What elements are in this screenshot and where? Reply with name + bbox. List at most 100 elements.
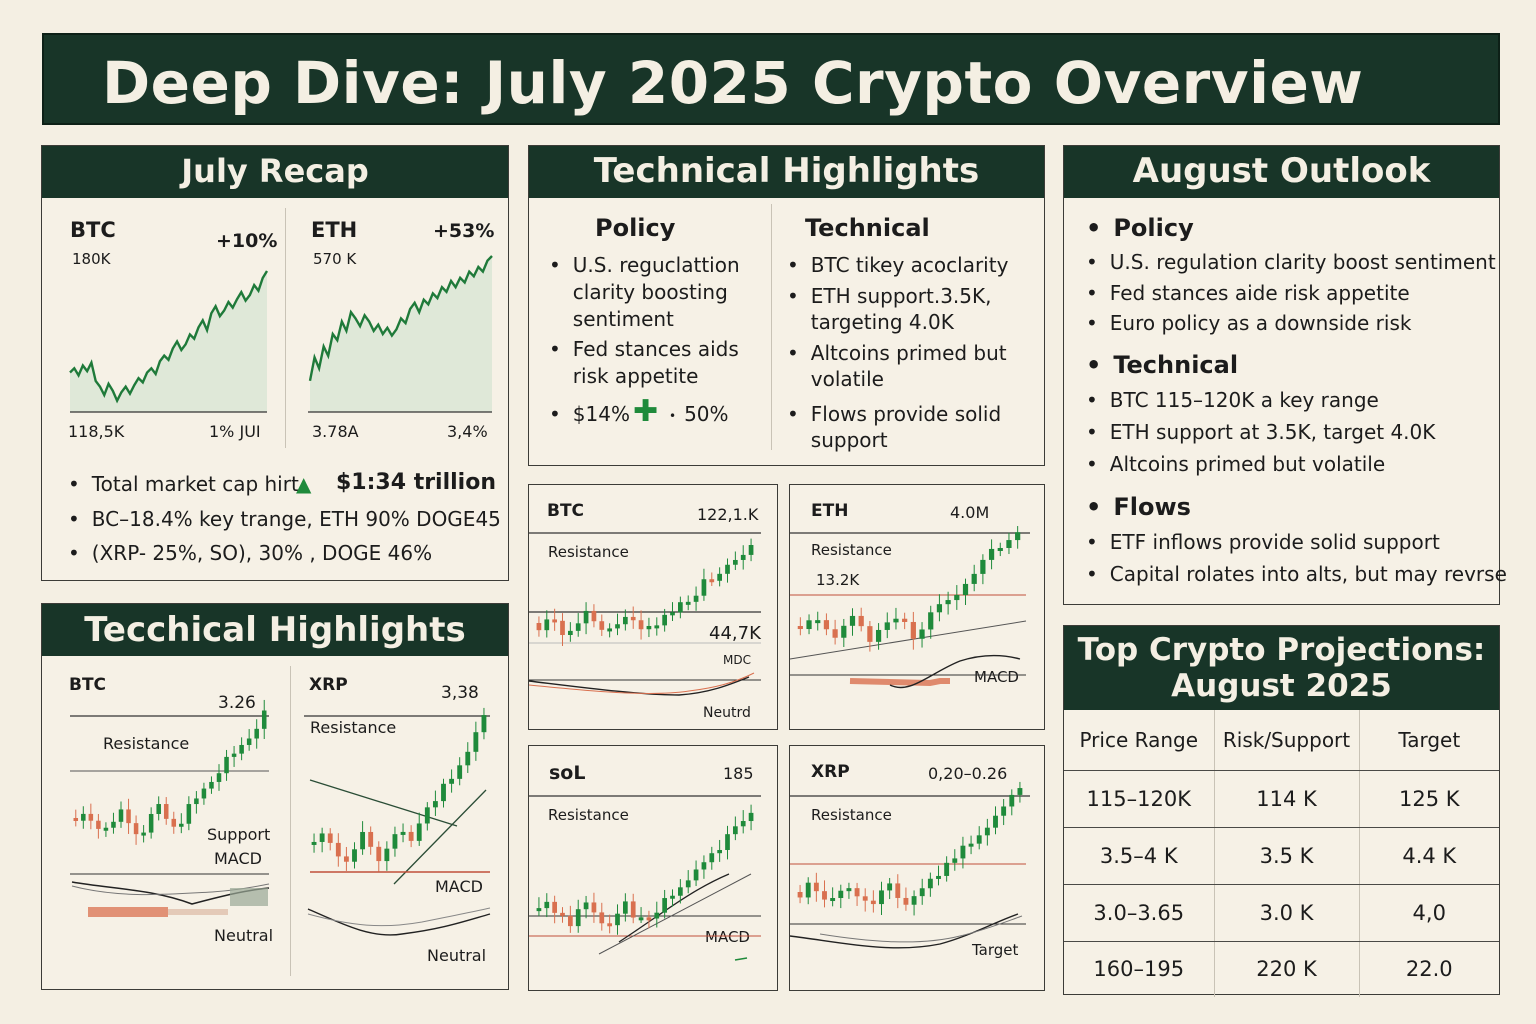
candle-down bbox=[133, 823, 139, 835]
cell: 220 K bbox=[1213, 941, 1359, 997]
recap-bullet-1-text: Total market cap hirt bbox=[91, 472, 299, 496]
candle-up bbox=[607, 628, 612, 632]
candle-up bbox=[962, 583, 969, 595]
tl-xrp-name: XRP bbox=[309, 675, 348, 695]
tl-xrp-resistance: Resistance bbox=[310, 718, 397, 737]
tl-btc-value: 3.26 bbox=[218, 693, 256, 713]
candle-down bbox=[599, 912, 605, 924]
candle-up bbox=[141, 832, 146, 836]
candle-up bbox=[954, 594, 960, 601]
candle-up bbox=[988, 548, 995, 560]
mini-chart-btc: BTC 122,1.K Resistance 44,7K MDC Neutrd bbox=[528, 484, 778, 730]
technical-item-1-text: BTC tikey acoclarity bbox=[810, 253, 1009, 277]
candle-up bbox=[81, 813, 86, 821]
candle-up bbox=[971, 573, 977, 584]
candle-up bbox=[980, 559, 986, 574]
aug-policy-3: Euro policy as a downside risk bbox=[1086, 311, 1412, 335]
divider bbox=[290, 666, 291, 976]
candle-up bbox=[1015, 532, 1021, 541]
mc-sol-plot bbox=[529, 795, 761, 961]
tech-left-title: Tecchical Highlights bbox=[84, 610, 466, 650]
btc-price-line bbox=[69, 270, 269, 404]
projections-title-1: Top Crypto Projections: bbox=[1077, 632, 1486, 668]
mc-btc-neutral: Neutrd bbox=[703, 705, 751, 721]
candle-up bbox=[575, 909, 581, 927]
candle-down bbox=[607, 923, 612, 927]
july-recap-panel: July Recap BTC +10% 180K 118,5K 1% JUI E… bbox=[41, 145, 509, 581]
mc-sol-resistance: Resistance bbox=[548, 806, 629, 824]
mc-sol-name: soL bbox=[549, 762, 586, 784]
candle-up bbox=[654, 625, 660, 629]
candle-up bbox=[400, 831, 406, 835]
tl-btc-neutral: Neutral bbox=[214, 926, 274, 945]
candle-up bbox=[1017, 788, 1023, 795]
policy-stat-b: • 50% bbox=[669, 402, 729, 426]
candle-down bbox=[903, 897, 909, 905]
candle-up bbox=[201, 788, 207, 799]
aug-flows-title-text: Flows bbox=[1113, 493, 1191, 521]
candle-up bbox=[984, 827, 990, 836]
candle-up bbox=[740, 554, 746, 560]
market-cap-value: $1:34 trillion bbox=[336, 470, 496, 495]
candle-up bbox=[568, 630, 573, 636]
candle-down bbox=[560, 912, 565, 916]
projections-heading: Top Crypto Projections: August 2025 bbox=[1064, 626, 1499, 710]
technical-item-2: ETH support.3.5K, targeting 4.0K bbox=[787, 283, 992, 335]
candle-down bbox=[591, 610, 597, 622]
candle-down bbox=[171, 818, 177, 827]
candle-down bbox=[599, 621, 605, 630]
candle-up bbox=[846, 888, 852, 892]
candle-down bbox=[646, 917, 652, 921]
mc-eth-value: 4.0M bbox=[950, 503, 990, 522]
page-title: Deep Dive: July 2025 Crypto Overview bbox=[102, 49, 1364, 117]
candle-up bbox=[384, 848, 390, 862]
mc-sol-macd: MACD bbox=[705, 928, 750, 946]
candle-up bbox=[748, 545, 754, 555]
col-target: Target bbox=[1358, 710, 1499, 771]
table-row: 3.5–4 K 3.5 K 4.4 K bbox=[1064, 827, 1499, 885]
table-row: 115–120K 114 K 125 K bbox=[1064, 770, 1499, 828]
mc-xrp-target: Target bbox=[972, 941, 1019, 959]
eth-name: ETH bbox=[311, 218, 358, 242]
candle-up bbox=[884, 622, 890, 630]
candle-up bbox=[678, 602, 683, 613]
aug-flows-1: ETF inflows provide solid support bbox=[1086, 530, 1440, 554]
candle-down bbox=[552, 619, 557, 623]
tech-left-charts bbox=[70, 699, 491, 936]
candle-up bbox=[936, 875, 941, 879]
candle-up bbox=[815, 620, 821, 624]
candle-up bbox=[465, 751, 471, 766]
tl-btc-support: Support bbox=[207, 825, 271, 844]
candle-down bbox=[73, 818, 79, 821]
candle-up bbox=[701, 862, 707, 870]
mc-sol-value: 185 bbox=[723, 764, 754, 783]
tech-mid-title: Technical Highlights bbox=[593, 151, 980, 191]
recap-bullet-1: Total market cap hirt bbox=[68, 472, 299, 496]
candle-up bbox=[352, 849, 357, 862]
recap-charts bbox=[69, 255, 493, 413]
candle-down bbox=[858, 615, 864, 627]
candle-down bbox=[96, 820, 101, 829]
btc-name: BTC bbox=[70, 218, 116, 242]
candle-up bbox=[717, 849, 722, 854]
candle-up bbox=[246, 738, 252, 745]
cell: 3.0 K bbox=[1213, 884, 1359, 942]
candle-up bbox=[646, 625, 652, 630]
mc-btc-value: 122,1.K bbox=[697, 505, 759, 524]
cell: 4,0 bbox=[1358, 884, 1499, 942]
eth-price-area bbox=[310, 256, 492, 412]
aug-technical-2: ETH support at 3.5K, target 4.0K bbox=[1086, 420, 1436, 444]
candle-up bbox=[887, 883, 893, 891]
mini-chart-sol: soL 185 Resistance MACD bbox=[528, 745, 778, 991]
candle-down bbox=[368, 831, 374, 847]
projections-panel: Top Crypto Projections: August 2025 Pric… bbox=[1063, 625, 1500, 997]
aug-technical-3: Altcoins primed but volatile bbox=[1086, 452, 1385, 476]
policy-stat-b-text: 50% bbox=[684, 402, 729, 426]
candle-up bbox=[662, 898, 667, 913]
candle-down bbox=[813, 882, 819, 892]
candle-down bbox=[797, 892, 803, 898]
candle-up bbox=[231, 753, 237, 757]
candle-down bbox=[568, 915, 573, 927]
candle-up bbox=[717, 573, 722, 581]
tl-xrp-macd: MACD bbox=[435, 877, 483, 896]
